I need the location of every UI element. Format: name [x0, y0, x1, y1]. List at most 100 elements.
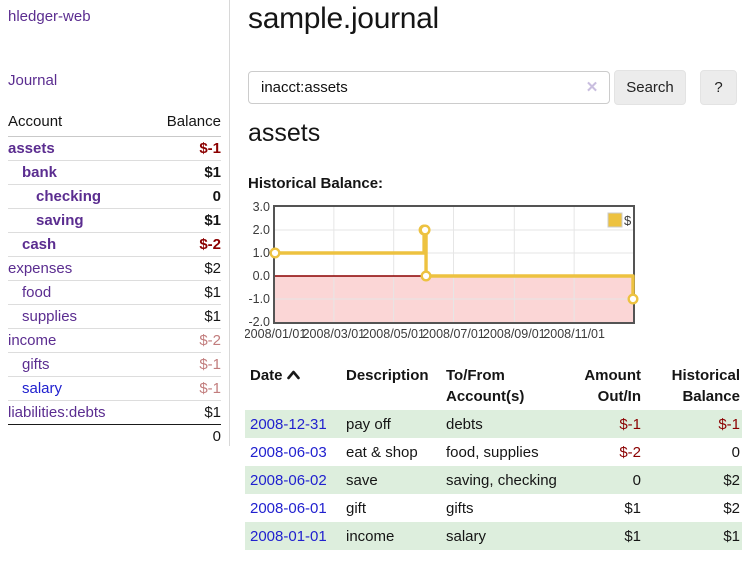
account-row: saving $1 [8, 208, 221, 233]
transaction-description: save [346, 472, 378, 489]
transaction-amount: 0 [632, 472, 641, 489]
svg-text:2008/01/01: 2008/01/01 [245, 327, 306, 341]
accounts-total-value: 0 [144, 424, 221, 448]
transaction-balance: $-1 [718, 416, 740, 433]
transaction-accounts: food, supplies [446, 444, 539, 461]
svg-text:-1.0: -1.0 [248, 292, 270, 306]
account-link[interactable]: saving [36, 212, 84, 229]
transaction-accounts: debts [446, 416, 483, 433]
svg-text:1.0: 1.0 [253, 246, 270, 260]
register-header-date[interactable]: Date [245, 362, 341, 410]
svg-text:2.0: 2.0 [253, 223, 270, 237]
transaction-amount: $1 [624, 500, 641, 517]
account-row: expenses $2 [8, 256, 221, 281]
main-content: sample.journal ✕ Search ? assets Histori… [245, 0, 742, 550]
transaction-date-link[interactable]: 2008-01-01 [250, 528, 327, 545]
register-header-description: Description [346, 367, 429, 384]
svg-text:2008/09/01: 2008/09/01 [483, 327, 546, 341]
account-balance: $-2 [144, 232, 221, 257]
accounts-table: Account Balance assets $-1 bank $1 checking 0… [8, 110, 221, 448]
account-balance: $-1 [144, 376, 221, 401]
account-link[interactable]: expenses [8, 260, 73, 277]
account-row: liabilities:debts $1 [8, 400, 221, 425]
account-row: gifts $-1 [8, 352, 221, 377]
page-title: sample.journal [248, 2, 439, 35]
account-link[interactable]: liabilities:debts [8, 404, 106, 421]
account-balance: $-1 [144, 352, 221, 377]
accounts-total-spacer [8, 424, 145, 448]
account-row: cash $-2 [8, 232, 221, 257]
search-input[interactable] [248, 71, 610, 104]
account-link[interactable]: supplies [22, 308, 78, 325]
account-row: food $1 [8, 280, 221, 305]
account-balance: $1 [144, 304, 221, 329]
account-row: supplies $1 [8, 304, 221, 329]
accounts-header-balance: Balance [144, 110, 221, 137]
account-balance: $-2 [144, 328, 221, 353]
transaction-balance: $2 [723, 500, 740, 517]
transaction-description: eat & shop [346, 444, 418, 461]
account-balance: $1 [144, 400, 221, 425]
account-heading: assets [248, 119, 321, 147]
register-header-amount: Amount Out/In [584, 367, 641, 405]
accounts-total-row: 0 [8, 424, 221, 448]
account-link[interactable]: food [22, 284, 52, 301]
svg-text:2008/07/01: 2008/07/01 [422, 327, 485, 341]
svg-text:2008/03/01: 2008/03/01 [303, 327, 366, 341]
transaction-amount: $1 [624, 528, 641, 545]
register-row: 2008-12-31 pay off debts $-1 $-1 [245, 410, 742, 438]
account-row: salary $-1 [8, 376, 221, 401]
historical-balance-chart: $3.0 2.0 1.0 0.0 -1.0 -2.02008/01/012008/03/0… [245, 200, 639, 341]
search-bar: ✕ Search ? [248, 70, 742, 105]
sort-ascending-icon [286, 365, 300, 386]
account-balance: $1 [144, 208, 221, 233]
svg-text:$: $ [624, 213, 632, 228]
sidebar-item-journal[interactable]: Journal [8, 72, 58, 89]
account-link[interactable]: income [8, 332, 57, 349]
account-link[interactable]: assets [8, 140, 55, 157]
account-balance: $2 [144, 256, 221, 281]
svg-text:2008/05/01: 2008/05/01 [362, 327, 425, 341]
svg-text:-2.0: -2.0 [248, 315, 270, 329]
transaction-date-link[interactable]: 2008-12-31 [250, 416, 327, 433]
brand-link[interactable]: hledger-web [8, 8, 91, 25]
transaction-accounts: salary [446, 528, 487, 545]
help-button[interactable]: ? [700, 70, 737, 105]
account-link[interactable]: checking [36, 188, 102, 205]
account-balance: $1 [144, 160, 221, 185]
accounts-body: assets $-1 bank $1 checking 0 saving $1 cash $-2 e… [8, 137, 221, 425]
brand: hledger-web [8, 8, 221, 25]
transaction-accounts: gifts [446, 500, 474, 517]
accounts-header-account: Account [8, 110, 145, 137]
account-row: assets $-1 [8, 137, 221, 161]
transaction-date-link[interactable]: 2008-06-02 [250, 472, 327, 489]
account-link[interactable]: salary [22, 380, 63, 397]
svg-text:0.0: 0.0 [253, 269, 270, 283]
register-header-row: Date Description To/From Account(s) Amou… [245, 362, 742, 410]
account-balance: 0 [144, 184, 221, 209]
account-link[interactable]: cash [22, 236, 57, 253]
account-link[interactable]: gifts [22, 356, 50, 373]
transaction-description: gift [346, 500, 367, 517]
register-row: 2008-01-01 income salary $1 $1 [245, 522, 742, 550]
sidebar: hledger-web Journal Account Balance asse… [0, 0, 230, 448]
transaction-balance: $1 [723, 528, 740, 545]
transaction-description: pay off [346, 416, 391, 433]
register-row: 2008-06-03 eat & shop food, supplies $-2 0 [245, 438, 742, 466]
transaction-date-link[interactable]: 2008-06-01 [250, 500, 327, 517]
account-link[interactable]: bank [22, 164, 58, 181]
account-balance: $1 [144, 280, 221, 305]
register-header-accounts: To/From Account(s) [446, 367, 525, 405]
clear-search-icon[interactable]: ✕ [585, 79, 599, 96]
transaction-description: income [346, 528, 395, 545]
transaction-date-link[interactable]: 2008-06-03 [250, 444, 327, 461]
search-button[interactable]: Search [614, 70, 686, 105]
transaction-balance: 0 [731, 444, 740, 461]
account-balance: $-1 [199, 140, 221, 157]
transaction-amount: $-2 [619, 444, 641, 461]
register-row: 2008-06-01 gift gifts $1 $2 [245, 494, 742, 522]
register-table: Date Description To/From Account(s) Amou… [245, 362, 742, 550]
account-row: bank $1 [8, 160, 221, 185]
transaction-balance: $2 [723, 472, 740, 489]
register-body: 2008-12-31 pay off debts $-1 $-1 2008-06-03 ea… [245, 410, 742, 550]
